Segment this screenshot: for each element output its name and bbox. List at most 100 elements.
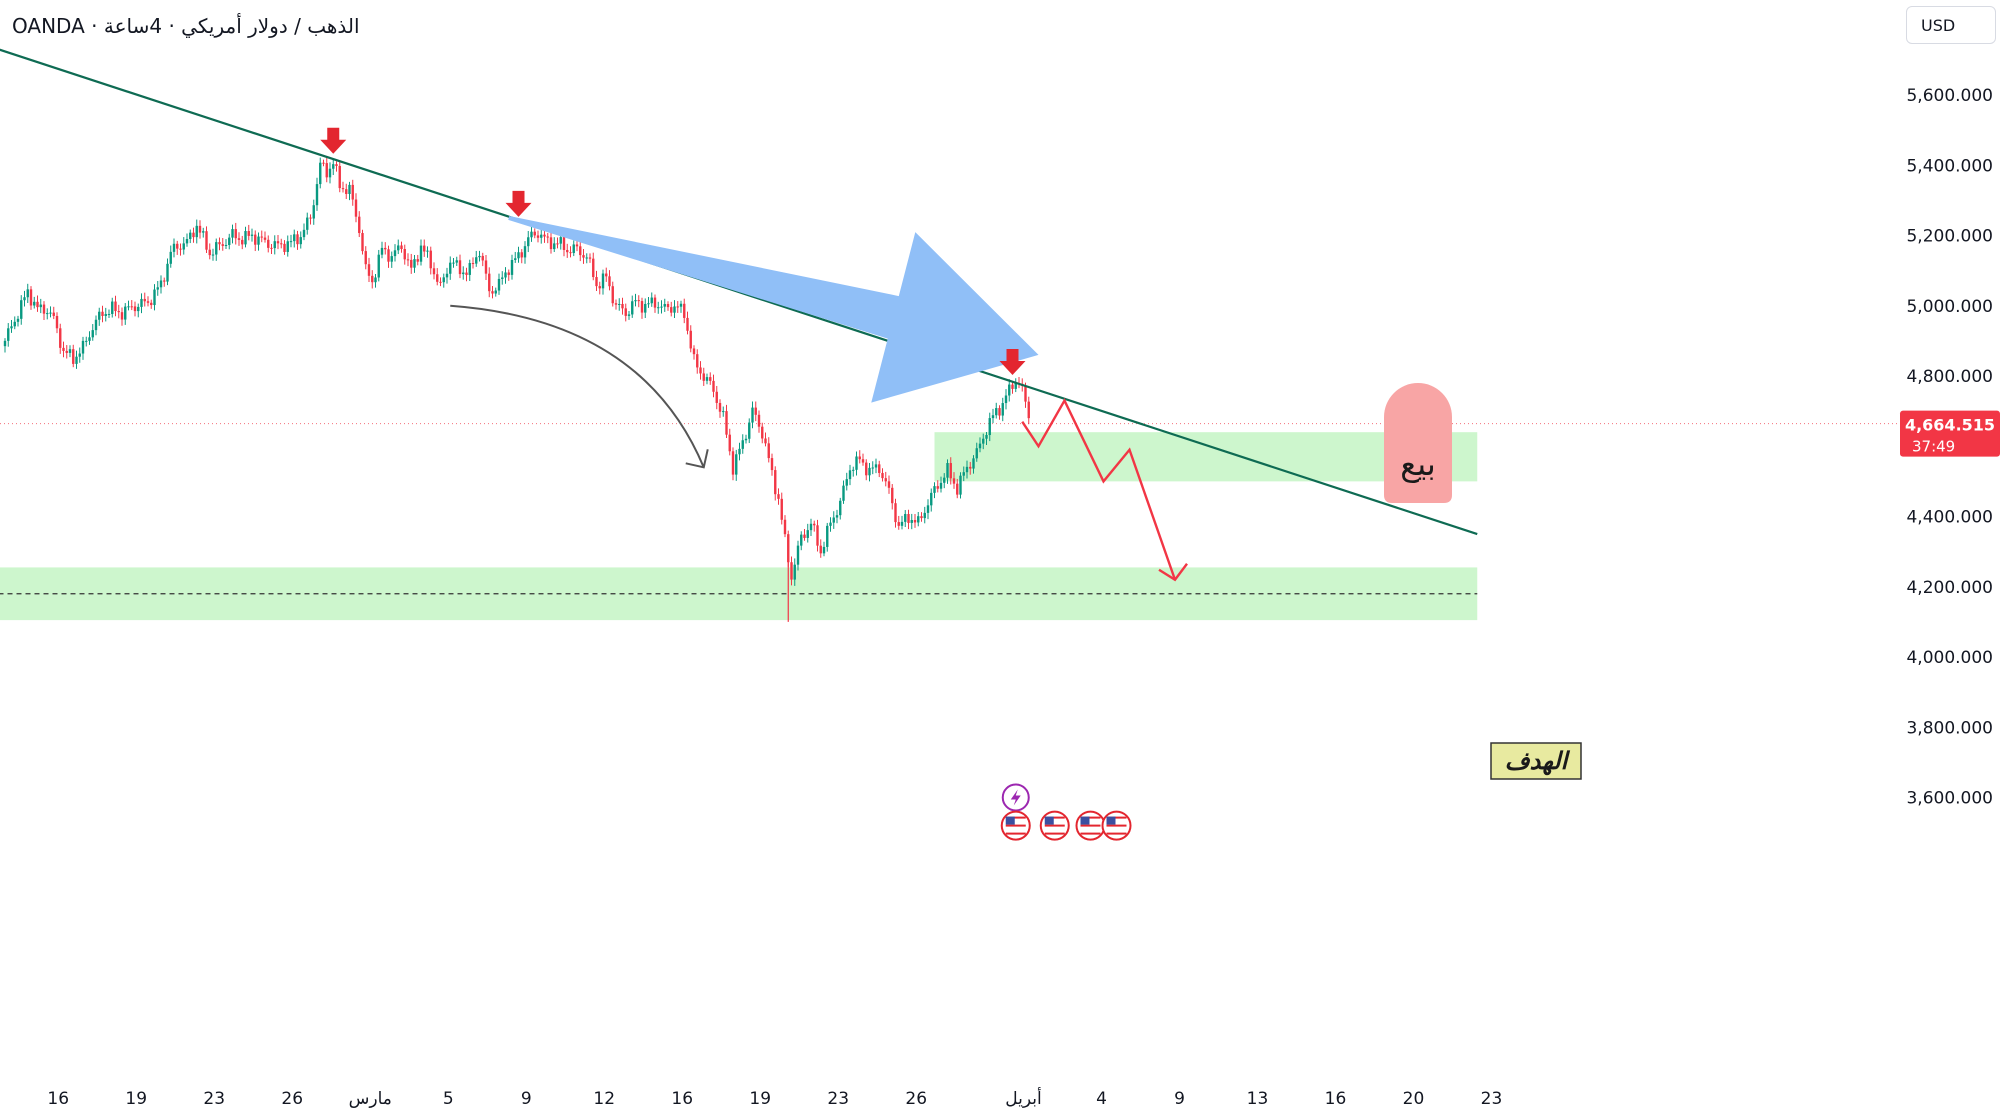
x-tick-label: أبريل bbox=[1005, 1087, 1041, 1109]
candle-body bbox=[78, 353, 81, 357]
candle bbox=[185, 233, 189, 247]
candle-body bbox=[491, 291, 494, 294]
candle bbox=[686, 311, 689, 335]
candle bbox=[991, 408, 995, 424]
candle bbox=[777, 488, 780, 505]
candle bbox=[478, 250, 481, 262]
candle bbox=[540, 228, 543, 244]
candle bbox=[189, 229, 192, 244]
candle-body bbox=[94, 319, 98, 331]
candle-body bbox=[91, 330, 94, 338]
candle bbox=[523, 241, 527, 264]
candle-body bbox=[728, 434, 731, 452]
candle-body bbox=[364, 251, 367, 265]
candle-body bbox=[822, 546, 826, 554]
currency-selector[interactable]: USD bbox=[1906, 6, 1996, 44]
candle-body bbox=[767, 443, 770, 459]
candle bbox=[813, 520, 816, 532]
candle bbox=[582, 249, 585, 264]
candle-body bbox=[582, 255, 585, 258]
candle bbox=[231, 224, 234, 244]
candle-body bbox=[198, 225, 202, 233]
candle bbox=[1014, 378, 1017, 393]
current-price-value: 4,664.515 bbox=[1905, 416, 1995, 435]
candle bbox=[85, 336, 88, 347]
candle-body bbox=[501, 277, 504, 279]
candle-body bbox=[42, 304, 46, 314]
y-tick-label: 4,200.000 bbox=[1906, 578, 1993, 598]
candle-body bbox=[384, 247, 387, 250]
candle bbox=[601, 269, 605, 295]
candle-body bbox=[764, 438, 767, 444]
candle bbox=[640, 297, 644, 319]
candle bbox=[631, 295, 634, 318]
candle-body bbox=[621, 303, 624, 309]
candle bbox=[296, 230, 299, 250]
candle-body bbox=[137, 306, 140, 312]
candle-body bbox=[650, 297, 653, 304]
candle-body bbox=[283, 243, 286, 252]
candle-body bbox=[975, 448, 978, 459]
candle bbox=[988, 412, 991, 442]
candle bbox=[393, 244, 397, 262]
candle-body bbox=[871, 467, 874, 469]
candle bbox=[419, 239, 423, 266]
candle bbox=[140, 293, 143, 314]
candle bbox=[517, 246, 520, 263]
y-tick-label: 4,800.000 bbox=[1906, 367, 1993, 387]
candle bbox=[985, 431, 988, 445]
candle-body bbox=[254, 234, 257, 245]
candle bbox=[783, 515, 787, 538]
candle bbox=[731, 447, 735, 481]
candle-body bbox=[634, 300, 637, 302]
candle bbox=[205, 226, 208, 253]
candle-body bbox=[618, 303, 621, 305]
candle bbox=[754, 401, 757, 422]
candle-body bbox=[842, 485, 845, 501]
candle bbox=[627, 310, 631, 320]
down-marker-icon bbox=[320, 127, 347, 154]
sell-label: بيع bbox=[1400, 445, 1436, 483]
candle-body bbox=[709, 377, 712, 381]
candle bbox=[575, 240, 579, 252]
candle bbox=[211, 248, 215, 261]
candle bbox=[621, 297, 624, 315]
candle-body bbox=[543, 234, 546, 237]
candle-body bbox=[673, 306, 676, 313]
candle-body bbox=[475, 257, 478, 264]
candle bbox=[49, 306, 52, 318]
candle bbox=[270, 243, 273, 254]
candle bbox=[13, 316, 16, 330]
candle bbox=[676, 301, 679, 313]
candle bbox=[595, 270, 598, 292]
candle bbox=[624, 303, 627, 322]
candle-body bbox=[403, 249, 406, 260]
candle-body bbox=[36, 301, 39, 308]
candle bbox=[289, 234, 293, 248]
candle-body bbox=[432, 268, 436, 275]
candle bbox=[822, 541, 826, 557]
flash-event-icon bbox=[1001, 783, 1030, 812]
candle-body bbox=[156, 287, 159, 290]
candle-body bbox=[120, 312, 124, 320]
candle-body bbox=[114, 301, 117, 312]
candle bbox=[257, 232, 260, 251]
candle bbox=[796, 540, 800, 571]
candle bbox=[468, 259, 471, 281]
candle-body bbox=[904, 514, 907, 522]
candle bbox=[770, 453, 774, 476]
us-flag-event-icon bbox=[1000, 810, 1031, 841]
candle bbox=[673, 300, 676, 318]
candle bbox=[803, 528, 806, 541]
candle bbox=[998, 405, 1001, 420]
candle-body bbox=[124, 306, 127, 320]
candle-body bbox=[166, 263, 169, 282]
candle bbox=[861, 453, 865, 466]
candle bbox=[585, 253, 588, 264]
candle-body bbox=[891, 487, 894, 504]
candle-body bbox=[757, 414, 761, 427]
candle-body bbox=[1024, 385, 1027, 402]
y-tick-label: 5,200.000 bbox=[1906, 227, 1993, 247]
